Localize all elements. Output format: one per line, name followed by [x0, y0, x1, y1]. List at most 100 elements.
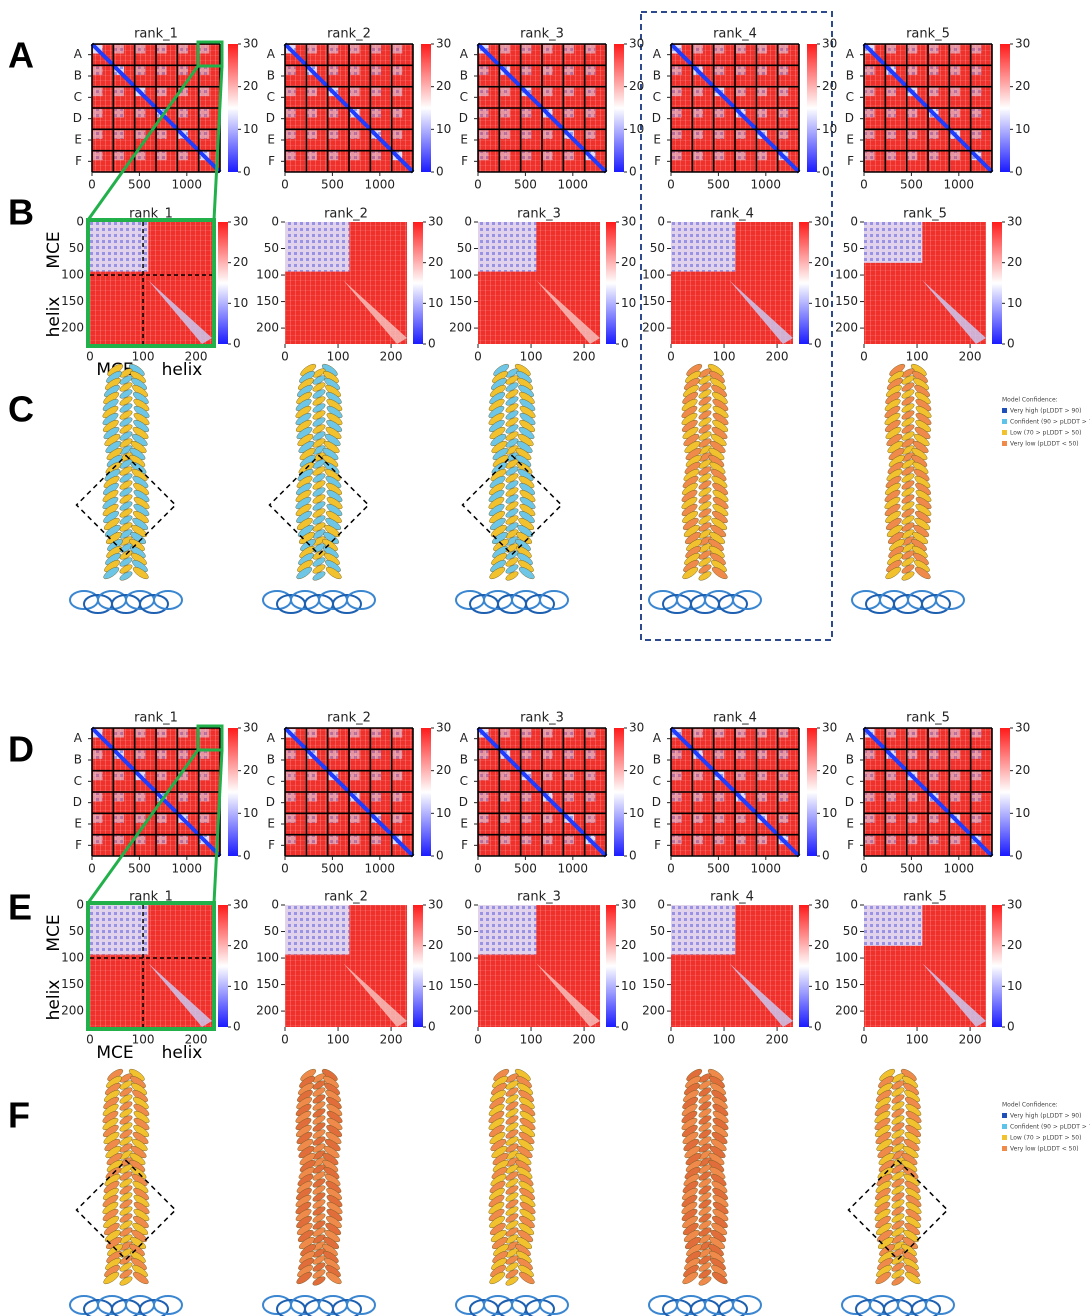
- x-tick-label: 1000: [751, 862, 782, 876]
- colorbar-tick-label: 30: [233, 215, 248, 229]
- colorbar-tick-label: 30: [243, 721, 258, 735]
- x-tick-label: 200: [185, 1033, 208, 1047]
- heatmap-block: [585, 750, 596, 759]
- heatmap-block: [736, 45, 746, 54]
- y-tick-label: 150: [449, 294, 472, 308]
- helix: [698, 1178, 712, 1188]
- colorbar-tick-label: 20: [814, 938, 829, 952]
- y-tick-label: C: [460, 90, 468, 104]
- helix: [119, 501, 133, 511]
- subplot-title: rank_5: [906, 27, 950, 42]
- heatmap-block: [178, 771, 188, 781]
- x-tick-label: 200: [766, 350, 789, 364]
- heatmap-block: [736, 729, 746, 738]
- helix: [698, 1143, 712, 1153]
- colorbar-tick-label: 10: [629, 122, 644, 136]
- helix: [505, 529, 519, 539]
- helix: [901, 431, 915, 441]
- helix-diagonal: [536, 963, 600, 1027]
- helix: [505, 1255, 519, 1265]
- mce-ring: [346, 1295, 376, 1315]
- heatmap-block: [114, 793, 124, 802]
- y-tick-label: 0: [850, 898, 858, 912]
- helix: [505, 417, 519, 427]
- helix: [505, 1262, 519, 1272]
- helix-diagonal: [343, 280, 407, 344]
- heatmap-block: [199, 45, 210, 54]
- x-tick-label: 0: [474, 178, 482, 192]
- x-tick-label: 500: [321, 862, 344, 876]
- legend-swatch: [1002, 1135, 1007, 1140]
- mce-region: [864, 905, 923, 946]
- y-tick-label: 0: [76, 215, 84, 229]
- heatmap-block: [479, 771, 489, 781]
- heatmap-block: [971, 793, 982, 802]
- heatmap-block: [886, 130, 896, 139]
- helix: [505, 1101, 519, 1111]
- helix: [119, 473, 133, 483]
- heatmap-block: [392, 45, 403, 54]
- subplot-title: rank_3: [520, 27, 564, 42]
- x-tick-label: 0: [667, 350, 675, 364]
- heatmap-block: [672, 750, 682, 759]
- helix: [312, 1136, 326, 1146]
- helix: [505, 438, 519, 448]
- helix: [505, 508, 519, 518]
- helix: [698, 424, 712, 434]
- y-tick-label: B: [74, 753, 82, 767]
- heatmap-block: [521, 109, 532, 118]
- heatmap-block: [479, 151, 489, 161]
- heatmap-block: [93, 835, 103, 845]
- helix: [891, 1094, 905, 1104]
- heatmap-block: [672, 130, 682, 139]
- y-tick-label: E: [653, 133, 661, 147]
- y-tick-label: 50: [457, 241, 472, 255]
- heatmap-block: [286, 793, 296, 802]
- heatmap-block: [778, 729, 789, 738]
- helix: [119, 1122, 133, 1132]
- colorbar-tick-label: 0: [1015, 165, 1023, 179]
- helix: [505, 1185, 519, 1195]
- helix: [698, 480, 712, 490]
- mce-ring: [921, 594, 951, 614]
- helix: [119, 396, 133, 406]
- heatmap-block: [371, 729, 381, 738]
- helix: [901, 424, 915, 434]
- helix: [312, 529, 326, 539]
- helix: [312, 1129, 326, 1139]
- helix: [119, 1269, 133, 1279]
- heatmap-block: [971, 130, 982, 139]
- helix: [505, 1206, 519, 1216]
- heatmap-block: [757, 45, 767, 54]
- heatmap-block: [286, 151, 296, 161]
- helix: [119, 1129, 133, 1139]
- helix: [312, 1171, 326, 1181]
- y-tick-label: 150: [256, 294, 279, 308]
- heatmap-block: [157, 151, 167, 161]
- x-tick-label: 0: [281, 862, 289, 876]
- helix: [698, 1255, 712, 1265]
- y-tick-label: 50: [843, 924, 858, 938]
- helix: [698, 1080, 712, 1090]
- helix-diagonal: [922, 280, 986, 344]
- heatmap-block: [907, 151, 918, 161]
- heatmap-block: [672, 109, 682, 118]
- heatmap-block: [114, 771, 124, 781]
- y-tick-label: 150: [256, 977, 279, 991]
- colorbar: [413, 222, 423, 344]
- heatmap-block: [543, 771, 553, 781]
- x-tick-label: 0: [474, 862, 482, 876]
- helix: [891, 1115, 905, 1125]
- helix: [119, 431, 133, 441]
- helix: [901, 529, 915, 539]
- helix: [312, 1094, 326, 1104]
- panel-letter: B: [8, 192, 34, 233]
- colorbar-tick-label: 20: [1007, 938, 1022, 952]
- helix: [312, 1101, 326, 1111]
- colorbar-tick-label: 0: [436, 849, 444, 863]
- heatmap-block: [392, 750, 403, 759]
- helix: [901, 515, 915, 525]
- helix: [312, 1213, 326, 1223]
- helix: [698, 1171, 712, 1181]
- heatmap-block: [865, 130, 875, 139]
